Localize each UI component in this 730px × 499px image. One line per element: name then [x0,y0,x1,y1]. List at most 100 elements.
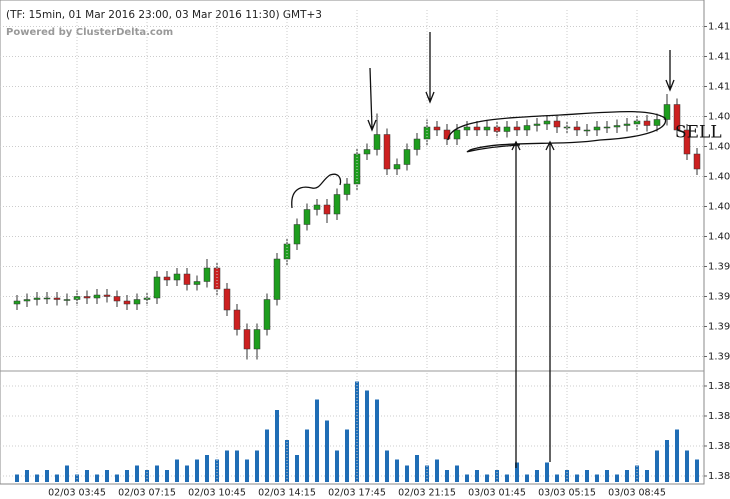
volume-bar [375,399,379,482]
candle-body [363,149,371,155]
drawn-curve [291,173,342,209]
candle-body [403,149,411,165]
volume-bar [195,459,199,482]
candle-body [483,126,491,131]
candle-body [503,126,511,132]
candle-body [43,297,51,300]
volume-bar [115,474,119,482]
volume-bar [255,450,259,482]
candle-body [383,134,391,170]
candle-body [323,204,331,215]
volume-bar [385,450,389,482]
volume-bar [675,429,679,482]
volume-bar [635,465,639,482]
volume-bar [665,440,669,482]
candle-body [413,138,421,150]
drawn-arrowheads [511,140,555,151]
volume-bar [435,459,439,482]
candle-body [303,209,311,225]
candle-body [533,123,541,126]
volume-bar [265,429,269,482]
candle-body [13,300,21,305]
candle-body [193,281,201,285]
y-tick-label: 1.394 [708,322,730,333]
x-tick-label: 03/03 01:45 [468,488,526,499]
x-tick-label: 02/03 14:15 [258,488,316,499]
volume-bar [205,455,209,482]
volume-bar [85,470,89,482]
candle-body [593,126,601,131]
candle-body [223,288,231,311]
y-tick-label: 1.410 [708,82,730,93]
volume-bar [315,399,319,482]
x-tick-label: 03/03 08:45 [608,488,666,499]
candle-body [393,164,401,170]
volume-bar [415,455,419,482]
candle-body [543,120,551,125]
volume-bar [355,381,359,482]
volume-bar [685,450,689,482]
candle-body [113,296,121,302]
volume-bar [515,462,519,482]
volume-bar [245,459,249,482]
candle-body [123,300,131,305]
candle-body [603,126,611,129]
volume-bar [325,420,329,482]
y-tick-label: 1.402 [708,202,730,213]
volume-bar [155,465,159,482]
y2-tick-label: 1.385 [708,441,730,452]
volume-bar [185,465,189,482]
candle-body [253,329,261,350]
volume-bar [535,470,539,482]
volume-bar [165,470,169,482]
volume-bar [45,470,49,482]
x-tick-label: 03/03 05:15 [538,488,596,499]
drawn-arrow [367,67,377,132]
candle-body [433,126,441,131]
candle-body [693,153,701,170]
candle-body [33,297,41,300]
candle-body [673,104,681,131]
candle-body [23,299,31,302]
volume-bar [55,474,59,482]
candle-body [333,194,341,215]
candle-body [573,126,581,131]
volume-bar [135,465,139,482]
candle-body [513,126,521,131]
candle-body [623,123,631,126]
volume-bar [695,459,699,482]
candle-body [373,134,381,150]
volume-bar [25,470,29,482]
candle-body [643,120,651,126]
candle-body [683,129,691,155]
y-tick-label: 1.392 [708,352,730,363]
candle-body [263,299,271,330]
volume-bar [585,470,589,482]
volume-bar [645,470,649,482]
candle-body [613,125,621,128]
volume-bar [455,465,459,482]
volume-bar [15,474,19,482]
volume-bar [275,410,279,482]
volume-bar [475,470,479,482]
x-tick-label: 02/03 17:45 [328,488,386,499]
candle-body [453,129,461,140]
volume-bar [595,474,599,482]
chart-title: (TF: 15min, 01 Mar 2016 23:00, 03 Mar 20… [6,9,322,21]
candle-body [163,276,171,281]
candle-body [153,276,161,299]
volume-bar [395,459,399,482]
candle-body [523,125,531,131]
annotation-text: SELL [675,123,722,143]
volume-bar [35,474,39,482]
y-tick-label: 1.414 [708,22,730,33]
drawn-loop [447,110,667,153]
volume-bar [625,470,629,482]
x-tick-label: 02/03 03:45 [48,488,106,499]
candle-body [463,126,471,131]
candle-body [243,329,251,350]
y-tick-label: 1.398 [708,262,730,273]
y-tick-label: 1.408 [708,112,730,123]
candle-body [653,119,661,126]
